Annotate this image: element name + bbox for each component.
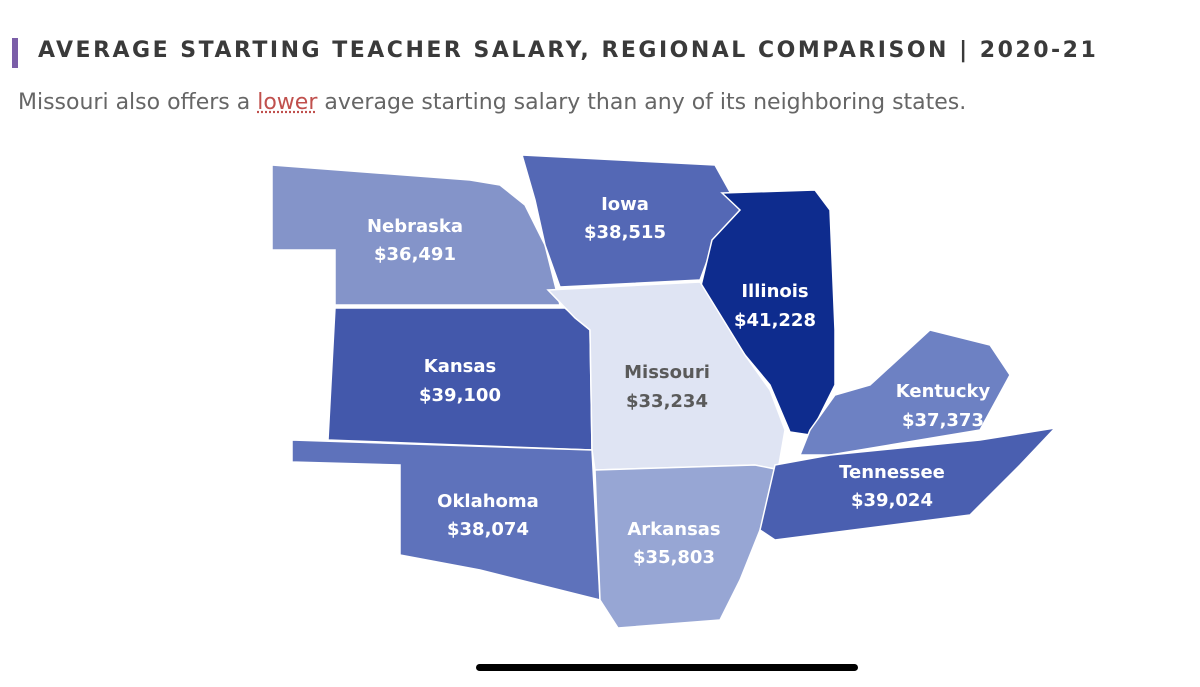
state-salary: $38,515	[584, 222, 666, 243]
labels: Nebraska $36,491 Iowa $38,515 Illinois $…	[367, 194, 990, 568]
state-name: Oklahoma	[437, 491, 539, 512]
state-name: Arkansas	[627, 519, 720, 540]
state-salary: $38,074	[447, 519, 529, 540]
state-name: Illinois	[741, 281, 808, 302]
state-salary: $36,491	[374, 244, 456, 265]
state-shape	[699, 189, 836, 436]
state-shape	[327, 307, 593, 451]
title: AVERAGE STARTING TEACHER SALARY, REGIONA…	[38, 38, 1099, 63]
state-salary: $35,803	[633, 547, 715, 568]
home-indicator	[476, 664, 858, 671]
state-name: Kentucky	[896, 381, 991, 402]
state-name: Nebraska	[367, 216, 463, 237]
state-shape	[798, 329, 1011, 456]
state-name: Missouri	[624, 362, 710, 383]
state-salary: $39,100	[419, 385, 501, 406]
title-accent	[12, 38, 18, 68]
state-shape	[271, 164, 561, 306]
state-shape	[520, 154, 741, 288]
subtitle-text: average starting salary than any of its …	[324, 90, 967, 115]
state-name: Iowa	[601, 194, 649, 215]
state-name: Kansas	[424, 356, 496, 377]
state-salary: $37,373	[902, 410, 984, 431]
subtitle-text: Missouri also offers a	[18, 90, 251, 115]
state-shape	[291, 439, 601, 601]
state-name: Tennessee	[839, 462, 945, 483]
state-salary: $39,024	[851, 490, 933, 511]
state-salary: $41,228	[734, 310, 816, 331]
state-salary: $33,234	[626, 391, 708, 412]
state-shape	[759, 426, 1058, 541]
subtitle: Missouri also offers a lower average sta…	[18, 90, 966, 115]
state-shape	[594, 464, 781, 629]
subtitle-highlight: lower	[257, 90, 318, 115]
